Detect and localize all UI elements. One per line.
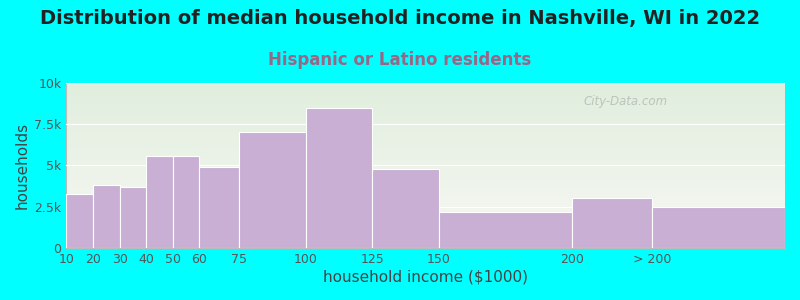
Text: Distribution of median household income in Nashville, WI in 2022: Distribution of median household income …: [40, 9, 760, 28]
Bar: [652, 207, 785, 248]
Text: City-Data.com: City-Data.com: [584, 94, 668, 107]
Bar: [199, 167, 239, 248]
Bar: [373, 169, 439, 248]
X-axis label: household income ($1000): household income ($1000): [323, 270, 528, 285]
Bar: [66, 194, 93, 248]
Bar: [119, 187, 146, 248]
Y-axis label: households: households: [15, 122, 30, 209]
Bar: [239, 133, 306, 248]
Bar: [93, 185, 119, 248]
Bar: [572, 199, 652, 248]
Text: Hispanic or Latino residents: Hispanic or Latino residents: [268, 51, 532, 69]
Bar: [306, 108, 373, 248]
Bar: [146, 156, 173, 248]
Bar: [173, 156, 199, 248]
Bar: [439, 212, 572, 248]
